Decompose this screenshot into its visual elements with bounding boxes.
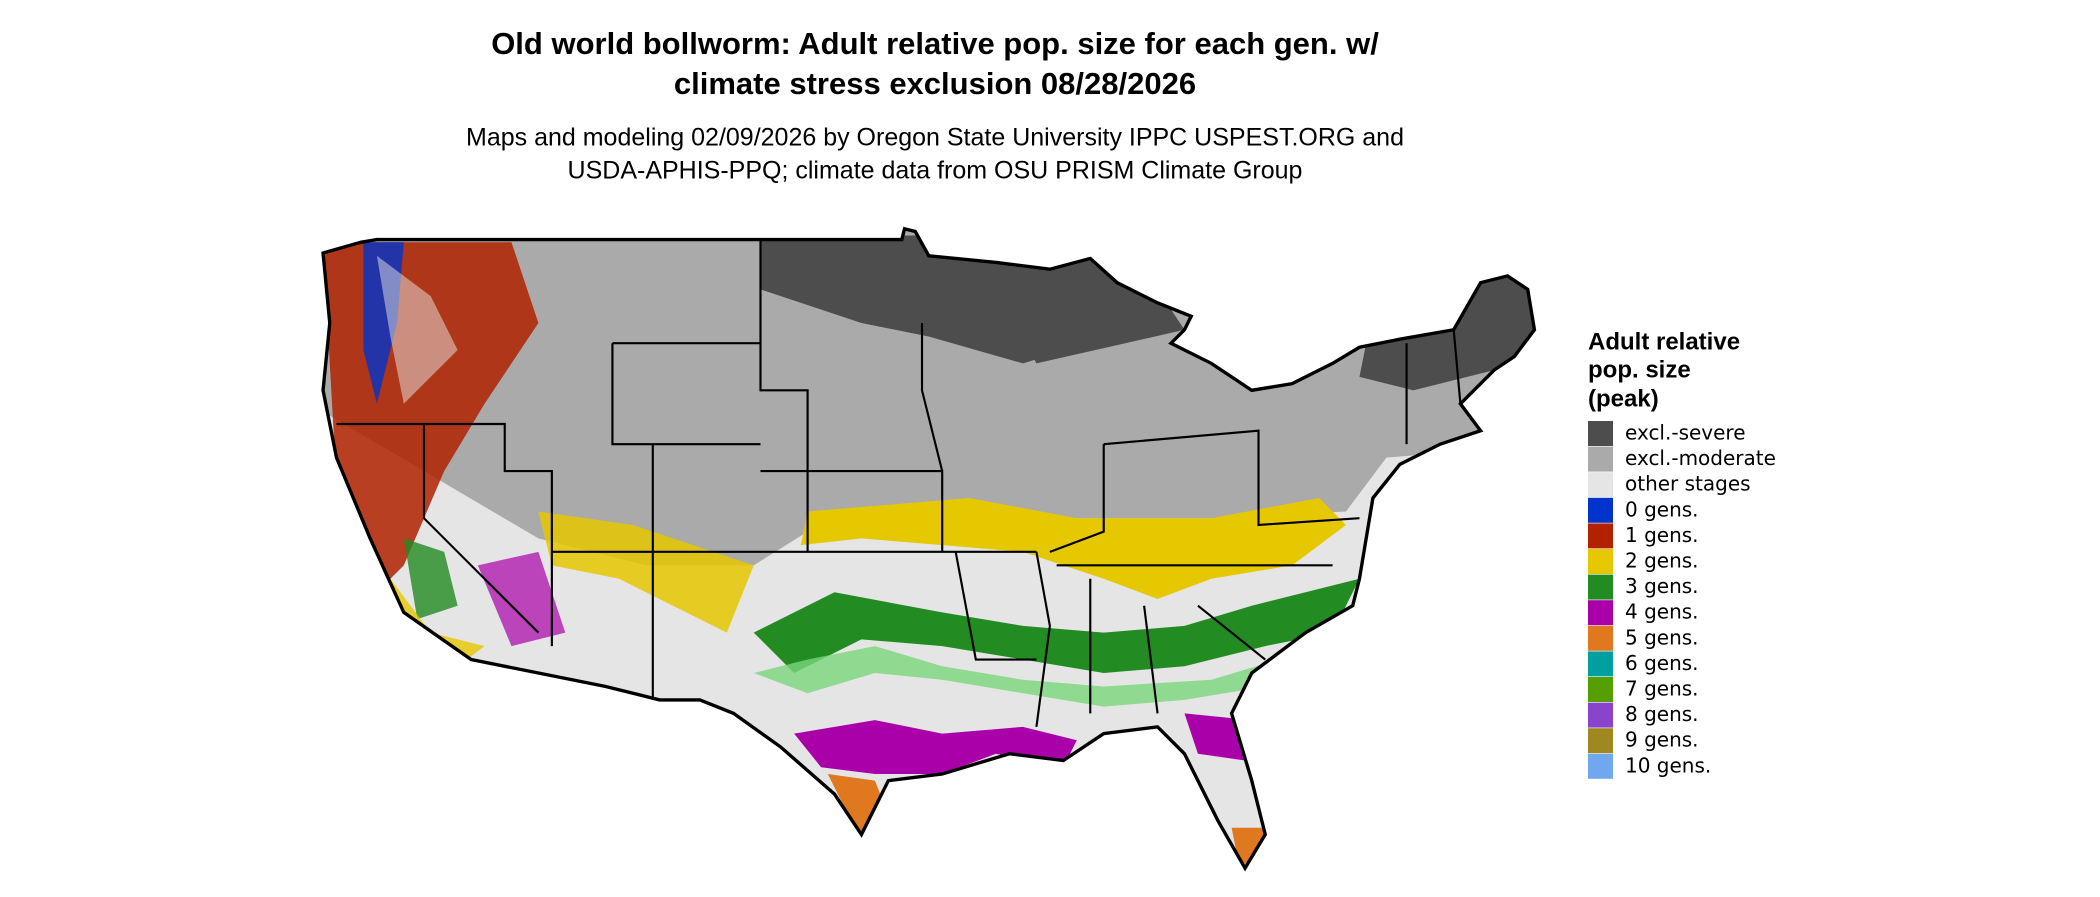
legend-label: 5 gens. (1625, 625, 1699, 649)
legend: Adult relative pop. size (peak) excl.-se… (1588, 328, 1776, 779)
legend-label: other stages (1625, 472, 1751, 496)
legend-swatch (1588, 421, 1613, 446)
legend-label: 0 gens. (1625, 497, 1699, 521)
legend-label: excl.-severe (1625, 421, 1746, 445)
us-map (321, 226, 1537, 872)
subtitle-line: USDA-APHIS-PPQ; climate data from OSU PR… (568, 157, 1303, 185)
legend-swatch (1588, 472, 1613, 498)
subtitle-line: Maps and modeling 02/09/2026 by Oregon S… (466, 124, 1404, 152)
legend-swatch (1588, 677, 1613, 702)
legend-label: 2 gens. (1625, 549, 1699, 573)
legend-label: excl.-moderate (1625, 446, 1776, 470)
legend-swatch (1588, 523, 1613, 549)
legend-swatch (1588, 549, 1613, 574)
legend-swatch (1588, 702, 1613, 728)
legend-label: 9 gens. (1625, 728, 1699, 752)
legend-swatch (1588, 651, 1613, 677)
legend-label: 10 gens. (1625, 753, 1711, 777)
legend-swatch (1588, 574, 1613, 600)
legend-swatch (1588, 497, 1613, 523)
legend-label: 4 gens. (1625, 600, 1699, 624)
legend-label: 1 gens. (1625, 523, 1699, 547)
legend-label: 8 gens. (1625, 702, 1699, 726)
legend-swatch (1588, 600, 1613, 626)
legend-title: Adult relative (1588, 328, 1740, 355)
legend-swatch (1588, 625, 1613, 651)
legend-label: 6 gens. (1625, 651, 1699, 675)
legend-label: 7 gens. (1625, 677, 1699, 701)
legend-title: pop. size (1588, 356, 1691, 383)
legend-swatch (1588, 446, 1613, 472)
title-line: Old world bollworm: Adult relative pop. … (491, 26, 1379, 61)
title-line: climate stress exclusion 08/28/2026 (674, 66, 1196, 101)
legend-title: (peak) (1588, 385, 1659, 412)
legend-label: 3 gens. (1625, 574, 1699, 598)
legend-swatch (1588, 728, 1613, 754)
legend-swatch (1588, 753, 1613, 779)
